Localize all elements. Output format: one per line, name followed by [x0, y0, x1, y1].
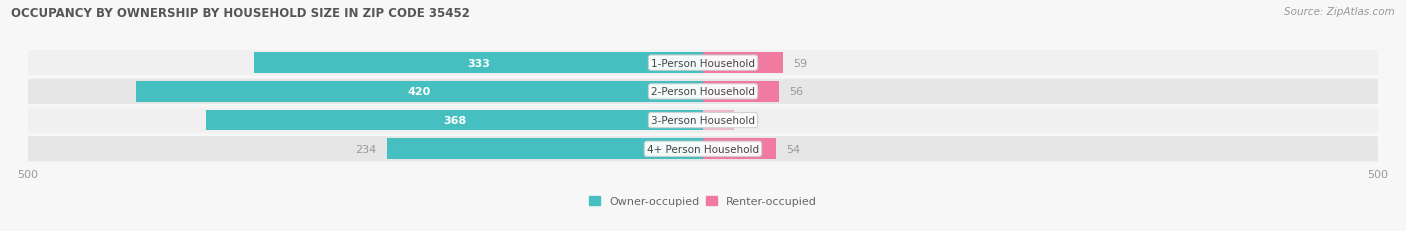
Bar [703, 82, 779, 102]
Bar [387, 139, 703, 159]
FancyBboxPatch shape [28, 51, 1378, 76]
Text: 4+ Person Household: 4+ Person Household [647, 144, 759, 154]
Text: 1-Person Household: 1-Person Household [651, 58, 755, 68]
Text: 54: 54 [787, 144, 801, 154]
Bar [703, 139, 776, 159]
Text: OCCUPANCY BY OWNERSHIP BY HOUSEHOLD SIZE IN ZIP CODE 35452: OCCUPANCY BY OWNERSHIP BY HOUSEHOLD SIZE… [11, 7, 470, 20]
Bar [703, 53, 783, 74]
Bar [207, 110, 703, 131]
Legend: Owner-occupied, Renter-occupied: Owner-occupied, Renter-occupied [589, 196, 817, 207]
Bar [136, 82, 703, 102]
Text: 368: 368 [443, 116, 467, 125]
Bar [253, 53, 703, 74]
FancyBboxPatch shape [28, 79, 1378, 105]
Text: 23: 23 [745, 116, 759, 125]
Text: 420: 420 [408, 87, 432, 97]
Text: 3-Person Household: 3-Person Household [651, 116, 755, 125]
Text: 234: 234 [356, 144, 377, 154]
Text: 2-Person Household: 2-Person Household [651, 87, 755, 97]
Text: 59: 59 [793, 58, 807, 68]
Text: 56: 56 [789, 87, 803, 97]
Text: Source: ZipAtlas.com: Source: ZipAtlas.com [1284, 7, 1395, 17]
Bar [703, 110, 734, 131]
FancyBboxPatch shape [28, 137, 1378, 162]
FancyBboxPatch shape [28, 108, 1378, 133]
Text: 333: 333 [467, 58, 489, 68]
